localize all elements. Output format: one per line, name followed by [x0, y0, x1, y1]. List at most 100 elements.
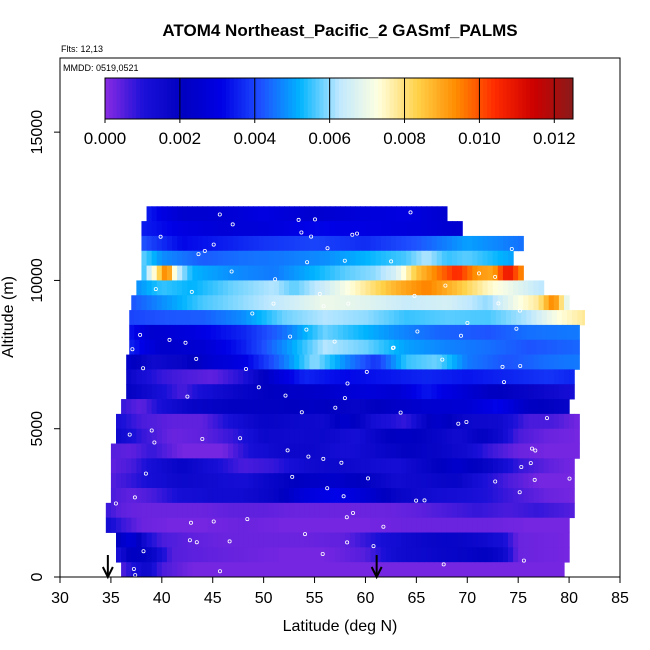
heatmap-cell: [121, 517, 127, 533]
heatmap-cell: [556, 310, 563, 326]
heatmap-cell: [492, 443, 499, 459]
colorbar-segment: [385, 78, 391, 119]
heatmap-cell: [508, 458, 514, 474]
heatmap-cell: [324, 384, 331, 400]
heatmap-cell: [446, 443, 453, 459]
heatmap-cell: [299, 399, 305, 415]
heatmap-cell: [253, 428, 260, 444]
heatmap-cell: [156, 488, 163, 504]
heatmap-cell: [538, 517, 545, 533]
heatmap-cell: [207, 413, 214, 430]
sample-marker: [514, 326, 519, 331]
heatmap-cell: [467, 502, 473, 519]
heatmap-cell: [446, 413, 453, 430]
sample-marker: [545, 416, 550, 421]
heatmap-cell: [355, 473, 361, 489]
heatmap-cell: [243, 502, 249, 519]
heatmap-cell: [141, 458, 148, 474]
heatmap-cell: [441, 488, 448, 504]
heatmap-cell: [523, 369, 529, 385]
heatmap-cell: [248, 399, 255, 415]
sample-marker: [302, 532, 307, 537]
heatmap-cell: [212, 517, 219, 533]
heatmap-cell: [460, 339, 466, 355]
heatmap-cell: [292, 310, 298, 326]
heatmap-cell: [401, 562, 407, 578]
heatmap-cell: [446, 547, 453, 563]
heatmap-cell: [411, 295, 417, 311]
heatmap-cell: [523, 473, 529, 489]
heatmap-cell: [480, 310, 487, 326]
heatmap-cell: [446, 369, 453, 385]
heatmap-cell: [161, 295, 168, 311]
heatmap-cell: [222, 250, 229, 266]
heatmap-cell: [436, 458, 443, 474]
heatmap-cell: [284, 443, 290, 459]
heatmap-cell: [385, 354, 392, 370]
heatmap-cell: [416, 206, 423, 222]
heatmap-cell: [215, 339, 222, 355]
heatmap-cell: [319, 206, 326, 222]
heatmap-cell: [278, 532, 285, 548]
heatmap-cell: [457, 413, 463, 430]
heatmap-cell: [487, 250, 494, 266]
heatmap-cell: [243, 413, 249, 430]
heatmap-cell: [324, 473, 331, 489]
heatmap-cell: [492, 369, 499, 385]
heatmap-cell: [477, 428, 484, 444]
heatmap-cell: [212, 265, 219, 281]
heatmap-cell: [345, 473, 351, 489]
heatmap-cell: [156, 547, 163, 563]
y-axis-label: Altitude (m): [0, 276, 17, 358]
heatmap-cell: [472, 354, 479, 370]
heatmap-cell: [299, 428, 305, 444]
heatmap-cell: [508, 502, 514, 519]
heatmap-cell: [436, 206, 443, 222]
heatmap-cell: [426, 399, 433, 415]
sample-marker: [344, 515, 349, 520]
heatmap-cell: [368, 324, 375, 341]
heatmap-cell: [319, 547, 326, 563]
heatmap-cell: [251, 324, 258, 341]
heatmap-cell: [233, 399, 239, 415]
heatmap-cell: [378, 310, 385, 326]
heatmap-cell: [161, 458, 168, 474]
heatmap-cell: [243, 488, 249, 504]
heatmap-cell: [462, 428, 468, 444]
heatmap-cell: [548, 562, 555, 578]
heatmap-cell: [141, 295, 148, 311]
heatmap-cell: [378, 324, 385, 341]
heatmap-cell: [141, 428, 148, 444]
heatmap-cell: [187, 280, 193, 296]
heatmap-cell: [477, 562, 484, 578]
sample-marker: [113, 501, 118, 506]
heatmap-cell: [161, 473, 168, 489]
heatmap-cell: [441, 265, 448, 281]
heatmap-cell: [332, 310, 339, 326]
heatmap-cell: [212, 473, 219, 489]
heatmap-cell: [477, 384, 484, 400]
heatmap-cell: [172, 562, 178, 578]
heatmap-cell: [487, 384, 494, 400]
heatmap-cell: [390, 280, 397, 296]
heatmap-cell: [465, 310, 471, 326]
heatmap-cell: [187, 250, 193, 266]
heatmap-cell: [373, 324, 380, 341]
heatmap-cell: [396, 265, 402, 281]
heatmap-cell: [161, 354, 168, 370]
colorbar-segment: [335, 78, 340, 119]
heatmap-cell: [268, 221, 275, 237]
heatmap-cell: [502, 384, 509, 400]
heatmap-cell: [441, 532, 448, 548]
heatmap-cell: [131, 562, 137, 578]
heatmap-cell: [396, 502, 402, 519]
heatmap-cell: [238, 473, 244, 489]
heatmap-cell: [309, 458, 316, 474]
heatmap-cell: [278, 502, 285, 519]
sample-marker: [441, 562, 446, 567]
heatmap-cell: [161, 369, 168, 385]
heatmap-cell: [340, 532, 346, 548]
heatmap-cell: [558, 354, 565, 370]
heatmap-cell: [411, 458, 417, 474]
heatmap-cell: [385, 265, 392, 281]
